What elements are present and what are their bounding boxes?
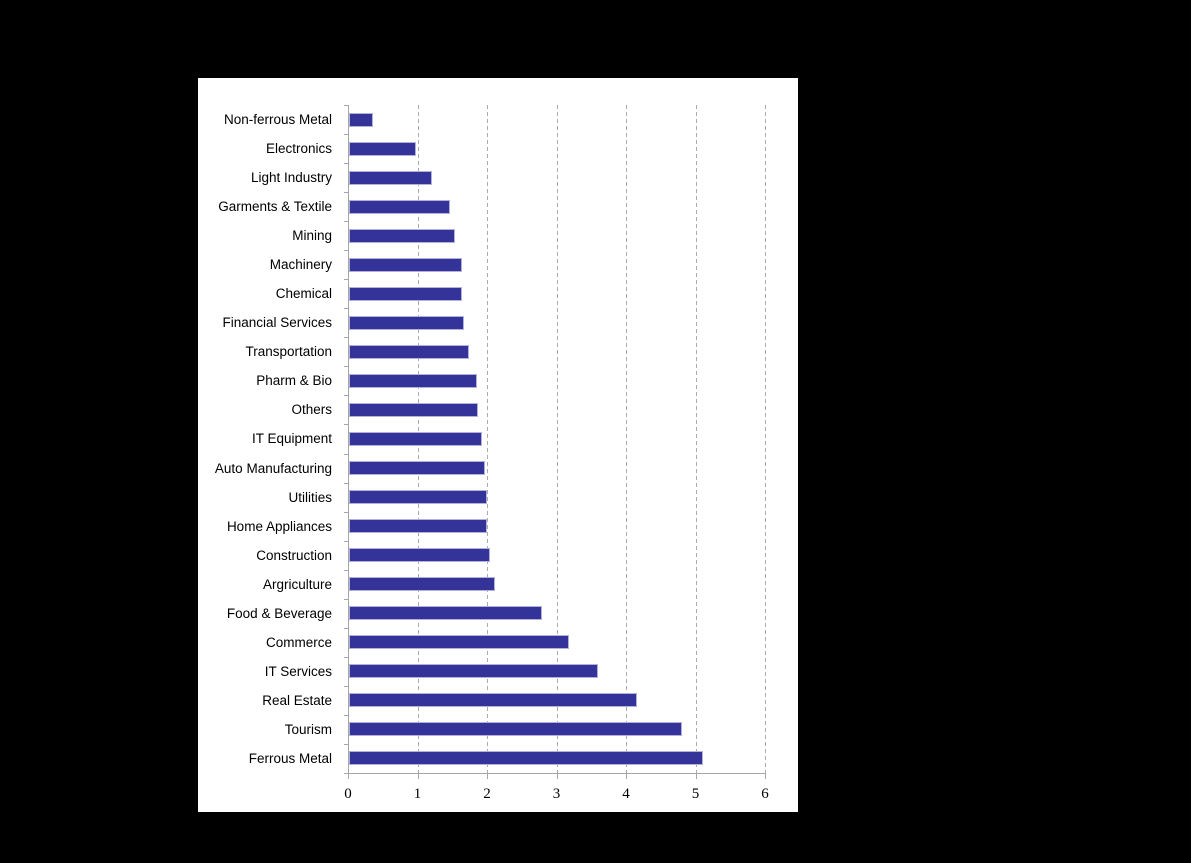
category-label: Transportation (245, 344, 332, 360)
y-axis-tick (344, 657, 348, 658)
bar-commerce (349, 635, 570, 650)
bar-chemical (349, 286, 462, 301)
category-label: Commerce (265, 634, 332, 650)
bar-light-industry (349, 170, 433, 185)
y-axis-tick (344, 105, 348, 106)
bar-electronics (349, 141, 416, 156)
category-label: Light Industry (250, 170, 332, 186)
y-axis-tick (344, 773, 348, 774)
bar-home-appliances (349, 519, 487, 534)
y-axis-tick (344, 454, 348, 455)
category-label: Chemical (275, 286, 332, 302)
category-axis-labels: Non-ferrous Metal Electronics Light Indust… (198, 105, 340, 773)
y-axis-tick (344, 715, 348, 716)
bar-auto-manufacturing (349, 461, 485, 476)
gridline-x-4 (626, 105, 627, 773)
category-label: Non-ferrous Metal (223, 112, 332, 128)
x-axis-label-2: 2 (483, 786, 491, 802)
y-axis-tick (344, 337, 348, 338)
gridline-x-3 (556, 105, 558, 773)
y-axis-tick (344, 628, 348, 629)
y-axis-tick (344, 279, 348, 280)
category-label: Machinery (269, 257, 332, 273)
category-label: Food & Beverage (226, 605, 332, 621)
y-axis-tick (344, 744, 348, 745)
bar-construction (349, 548, 491, 563)
plot-area (344, 105, 766, 774)
y-axis-tick (344, 599, 348, 600)
y-axis-tick (344, 250, 348, 251)
y-axis-tick (344, 512, 348, 513)
x-axis-label-5: 5 (691, 786, 700, 802)
category-label: Ferrous Metal (248, 750, 332, 766)
bar-financial-services (349, 315, 465, 330)
x-axis-label-3: 3 (552, 786, 561, 802)
x-axis-label-0: 0 (344, 786, 352, 802)
y-axis-tick (344, 686, 348, 687)
category-label: Utilities (288, 489, 332, 505)
x-axis-label-1: 1 (413, 786, 422, 802)
category-label: Pharm & Bio (256, 373, 332, 389)
bar-garments-textile (349, 199, 450, 214)
bar-pharm-bio (349, 373, 477, 388)
category-label: Others (291, 402, 332, 418)
category-label: Home Appliances (226, 518, 332, 534)
x-axis-tick (556, 774, 558, 779)
category-label: Construction (256, 547, 332, 563)
x-axis-tick (487, 774, 488, 779)
bar-argriculture (349, 577, 495, 592)
x-axis-tick (417, 774, 419, 779)
x-axis-tick (348, 774, 349, 779)
y-axis-tick (344, 395, 348, 396)
bar-others (349, 402, 479, 417)
bar-tourism (349, 722, 682, 737)
category-label: Financial Services (222, 315, 332, 331)
y-axis-tick (344, 570, 348, 571)
y-axis-tick (344, 424, 348, 425)
category-label: Auto Manufacturing (214, 460, 332, 476)
category-label: Real Estate (262, 692, 332, 708)
bar-it-equipment (349, 432, 482, 446)
x-axis-label-6: 6 (761, 786, 769, 802)
x-axis-tick (765, 774, 766, 779)
gridline-x-6 (765, 105, 766, 773)
y-axis-tick (344, 541, 348, 542)
y-axis-tick (344, 134, 348, 135)
y-axis-tick (344, 483, 348, 484)
y-axis-tick (344, 163, 348, 164)
bar-machinery (349, 257, 462, 272)
x-axis-label-4: 4 (622, 786, 630, 802)
category-label: Electronics (265, 141, 332, 157)
category-label: Tourism (284, 721, 332, 737)
gridline-x-2 (487, 105, 488, 773)
bar-ferrous-metal (349, 751, 704, 766)
bar-food-beverage (349, 606, 542, 621)
x-axis-tick (695, 774, 697, 779)
bar-real-estate (349, 693, 638, 708)
x-axis-tick (626, 774, 627, 779)
y-axis-tick (344, 308, 348, 309)
category-label: IT Services (264, 663, 332, 679)
category-label: Garments & Textile (218, 199, 332, 215)
y-axis-tick (344, 192, 348, 193)
gridline-x-5 (695, 105, 697, 773)
category-label: IT Equipment (251, 431, 332, 447)
bar-transportation (349, 344, 470, 359)
bar-mining (349, 228, 455, 243)
y-axis-tick (344, 366, 348, 367)
bar-utilities (349, 490, 488, 505)
bar-it-services (349, 664, 598, 679)
category-label: Mining (292, 228, 332, 244)
chart-canvas: Non-ferrous Metal Electronics Light Indust… (198, 78, 798, 812)
y-axis-tick (344, 221, 348, 222)
category-label: Argriculture (262, 576, 332, 592)
bar-non-ferrous-metal (349, 112, 373, 127)
